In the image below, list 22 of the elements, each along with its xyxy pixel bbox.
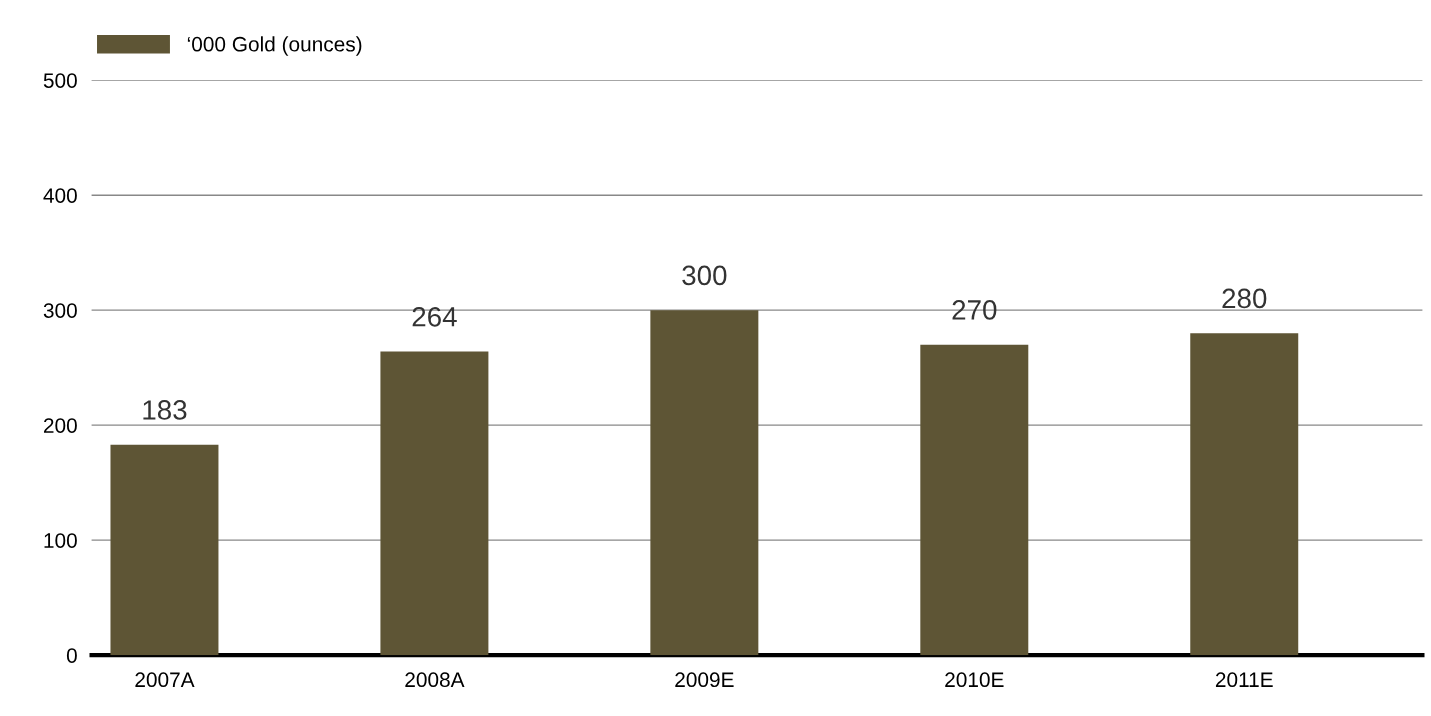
y-tick-label: 300 <box>43 303 77 318</box>
y-tick-label: 400 <box>43 188 77 203</box>
y-tick-label: 0 <box>66 648 77 663</box>
bar <box>650 310 759 656</box>
bar <box>1190 333 1299 656</box>
y-tick-label: 200 <box>43 418 77 433</box>
x-tick-label: 2008A <box>405 672 465 688</box>
bar <box>920 344 1029 656</box>
legend-label: ‘000 Gold (ounces) <box>187 36 362 56</box>
data-label: 300 <box>682 265 727 286</box>
data-label: 183 <box>143 400 187 420</box>
y-tick-label: 500 <box>43 73 77 88</box>
x-tick-label: 2009E <box>675 672 734 688</box>
data-label: 264 <box>412 306 457 327</box>
x-tick-label: 2010E <box>945 672 1004 688</box>
bar <box>110 444 219 656</box>
data-label: 270 <box>952 300 997 320</box>
x-tick-label: 2011E <box>1215 672 1273 688</box>
x-tick-label: 2007A <box>135 672 195 688</box>
bar <box>380 351 489 656</box>
y-tick-label: 100 <box>44 533 77 548</box>
data-label: 280 <box>1222 288 1267 309</box>
